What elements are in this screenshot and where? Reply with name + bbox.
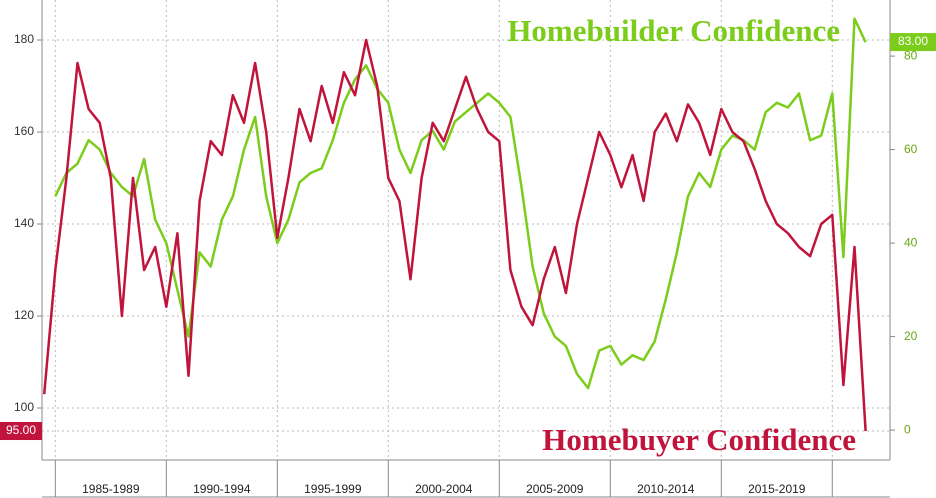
series-name: Homebuyer Confidence <box>542 422 856 457</box>
y2-tick-label: 40 <box>904 235 918 249</box>
x-period-label: 1995-1999 <box>304 482 362 496</box>
x-period-label: 2010-2014 <box>637 482 695 496</box>
x-period-label: 2000-2004 <box>415 482 473 496</box>
y2-tick-label: 80 <box>904 48 918 62</box>
y-tick-label: 120 <box>14 308 34 322</box>
series-line <box>54 17 867 390</box>
series-name: Homebuilder Confidence <box>507 13 840 48</box>
y-tick-label: 180 <box>14 32 34 46</box>
y2-tick-label: 0 <box>904 422 911 436</box>
x-period-label: 2005-2009 <box>526 482 584 496</box>
x-period-label: 1990-1994 <box>193 482 251 496</box>
y-tick-label: 160 <box>14 124 34 138</box>
x-period-label: 2015-2019 <box>748 482 806 496</box>
y2-tick-label: 20 <box>904 329 918 343</box>
series-line <box>42 38 867 432</box>
y2-tick-label: 60 <box>904 142 918 156</box>
end-label: 83.00 <box>898 34 928 48</box>
y-tick-label: 140 <box>14 216 34 230</box>
x-period-label: 1985-1989 <box>82 482 140 496</box>
end-label: 95.00 <box>6 423 36 437</box>
end-label-box <box>0 422 42 441</box>
end-label-box <box>890 33 936 52</box>
y-tick-label: 100 <box>14 400 34 414</box>
